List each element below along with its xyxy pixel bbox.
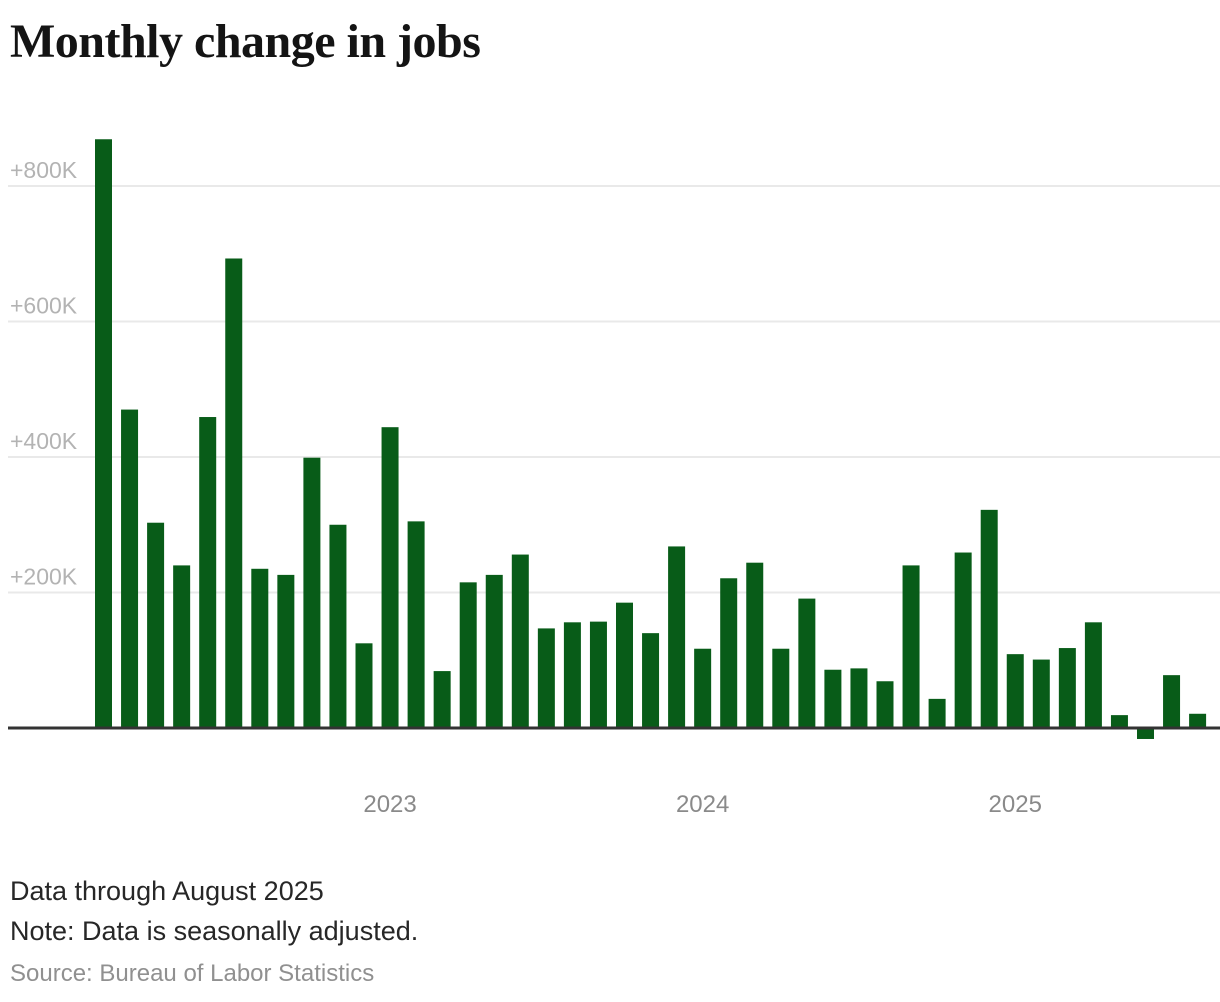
bar-nov-2023 [642, 633, 660, 728]
bar-aug-2025 [1189, 713, 1207, 728]
bar-jul-2022 [225, 258, 243, 728]
bar-sep-2022 [277, 574, 295, 728]
bar-feb-2025 [1032, 659, 1050, 728]
x-axis-year-label: 2024 [676, 791, 729, 818]
bar-sep-2023 [589, 621, 607, 728]
bar-chart: +800K +600K +400K +200K 2023 2024 2025 [8, 139, 1220, 818]
bar-apr-2023 [459, 582, 477, 728]
bar-nov-2024 [954, 552, 972, 728]
bar-aug-2023 [563, 622, 581, 728]
bar-feb-2024 [720, 578, 738, 728]
bar-jun-2024 [824, 669, 842, 728]
bar-apr-2024 [772, 648, 790, 728]
bar-oct-2022 [303, 457, 321, 728]
bar-mar-2022 [121, 409, 139, 728]
y-axis-tick-label: +200K [10, 564, 78, 590]
y-axis-tick-label: +600K [10, 293, 78, 319]
bar-aug-2024 [876, 681, 894, 728]
bar-may-2023 [485, 574, 503, 728]
bar-jul-2023 [537, 628, 555, 728]
bar-jul-2025 [1163, 675, 1181, 728]
seasonal-adjustment-note: Note: Data is seasonally adjusted. [10, 916, 419, 946]
bar-jan-2024 [694, 648, 712, 728]
bar-feb-2023 [407, 521, 425, 728]
y-axis-tick-label: +800K [10, 157, 78, 183]
bar-apr-2022 [147, 522, 165, 728]
bar-may-2025 [1110, 715, 1128, 728]
x-axis-year-label: 2025 [989, 791, 1042, 818]
bar-nov-2022 [329, 524, 347, 728]
bar-may-2022 [173, 565, 191, 728]
bar-oct-2023 [616, 602, 633, 728]
bar-mar-2024 [746, 562, 764, 728]
bar-mar-2025 [1058, 648, 1076, 728]
bar-jun-2025 [1137, 729, 1154, 739]
bar-may-2024 [798, 598, 816, 728]
bar-oct-2024 [928, 698, 946, 728]
bar-mar-2023 [433, 671, 451, 728]
y-axis-tick-label: +400K [10, 428, 78, 454]
source-note: Source: Bureau of Labor Statistics [10, 960, 375, 987]
bar-dec-2024 [980, 509, 998, 728]
data-through-note: Data through August 2025 [10, 876, 324, 906]
bar-aug-2022 [251, 568, 269, 728]
x-axis-year-label: 2023 [363, 791, 416, 818]
chart-title: Monthly change in jobs [10, 15, 481, 68]
chart-notes: Data through August 2025 Note: Data is s… [10, 871, 418, 951]
bar-sep-2024 [902, 565, 920, 728]
bar-jun-2023 [511, 554, 529, 728]
bar-apr-2025 [1084, 622, 1102, 728]
bar-dec-2022 [355, 643, 373, 728]
bar-feb-2022 [95, 139, 112, 728]
chart-canvas: +800K +600K +400K +200K 2023 2024 2025 [8, 139, 1220, 818]
bar-dec-2023 [668, 546, 686, 728]
bar-jan-2023 [381, 427, 399, 728]
bar-jan-2025 [1006, 654, 1024, 728]
bar-jun-2022 [199, 417, 217, 728]
bar-jul-2024 [850, 668, 868, 728]
